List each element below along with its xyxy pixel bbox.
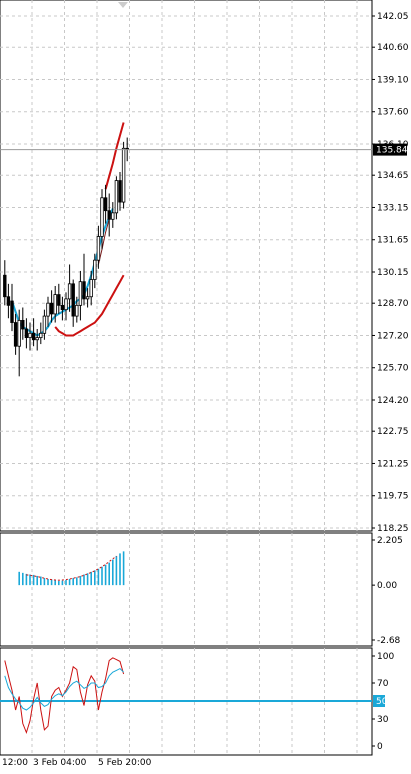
y-tick-label: 127.20 — [377, 331, 409, 341]
y-tick-label: 30 — [377, 715, 389, 725]
y-tick-label: 124.20 — [377, 396, 409, 406]
candle-body — [100, 197, 104, 237]
candle-body — [118, 180, 122, 203]
y-tick-label: 0 — [377, 742, 383, 752]
candle-body — [53, 294, 57, 315]
candle-body — [39, 332, 43, 339]
candle-body — [71, 283, 75, 317]
candle-body — [46, 302, 50, 317]
stochastic-series — [0, 657, 372, 735]
price-series — [0, 122, 372, 377]
candle-body — [114, 180, 119, 214]
candle-body — [111, 212, 115, 220]
y-tick-label: 139.10 — [377, 75, 409, 85]
candle-body — [121, 147, 126, 203]
candle-body — [107, 210, 111, 220]
signal-line — [26, 555, 117, 581]
candle-body — [10, 300, 14, 323]
grid-lines — [0, 0, 372, 755]
x-tick-label: 3 Feb 04:00 — [33, 758, 87, 768]
candle-body — [64, 298, 68, 311]
candle-body — [31, 332, 36, 341]
candle-body — [3, 274, 7, 298]
y-tick-label: 128.70 — [377, 299, 409, 309]
y-tick-label: 131.65 — [377, 236, 409, 246]
y-tick-label: 70 — [377, 679, 389, 689]
axis-labels: 142.05140.60139.10137.60136.10134.65133.… — [372, 12, 409, 752]
y-tick-label: 100 — [377, 652, 394, 662]
level-tag — [373, 695, 385, 707]
y-tick-label: 125.70 — [377, 364, 409, 374]
y-tick-label: 142.05 — [377, 12, 409, 22]
level-label: 50 — [376, 697, 388, 707]
scroll-marker-icon[interactable] — [118, 2, 128, 8]
y-tick-label: 0.00 — [377, 581, 397, 591]
candle-body — [89, 279, 93, 298]
y-tick-label: 118.25 — [377, 524, 409, 534]
y-tick-label: 119.75 — [377, 492, 409, 502]
candle-body — [75, 304, 79, 317]
candle-body — [28, 332, 32, 339]
candle-body — [42, 315, 47, 334]
oscillator-series — [18, 551, 125, 586]
moving-average-line — [97, 219, 110, 265]
candle-body — [60, 304, 65, 311]
y-tick-label: 134.65 — [377, 171, 409, 181]
current-price-tag — [373, 143, 407, 156]
candle-body — [57, 294, 61, 306]
candle-body — [6, 296, 11, 306]
candle-body — [93, 259, 97, 280]
candle-body — [24, 328, 29, 339]
moving-average-line — [104, 122, 125, 190]
candle-body — [85, 296, 90, 300]
current-price-label: 135.84 — [376, 146, 408, 156]
candle-body — [49, 302, 54, 315]
candle-body — [103, 197, 108, 212]
moving-average-line — [54, 274, 125, 337]
price-panel-frame — [0, 0, 373, 532]
x-tick-label: 5 Feb 20:00 — [98, 758, 152, 768]
y-tick-label: 133.15 — [377, 203, 409, 213]
candle-body — [17, 320, 21, 347]
candle-body — [67, 283, 72, 300]
y-tick-label: 2.205 — [377, 536, 403, 546]
oscillator-panel-frame — [0, 532, 373, 647]
y-tick-label: 130.15 — [377, 268, 409, 278]
stochastic-line — [4, 667, 124, 711]
candle-body — [35, 337, 39, 341]
x-tick-label: 12:00 — [2, 758, 28, 768]
candle-body — [21, 320, 25, 330]
y-tick-label: 137.60 — [377, 108, 409, 118]
candle-body — [96, 236, 101, 261]
y-tick-label: 122.75 — [377, 427, 409, 437]
candle-body — [82, 281, 86, 300]
candle-body — [13, 322, 18, 347]
y-tick-label: 121.25 — [377, 459, 409, 469]
y-tick-label: 140.60 — [377, 43, 409, 53]
candle-body — [78, 281, 83, 306]
y-tick-label: -2.68 — [377, 636, 401, 646]
